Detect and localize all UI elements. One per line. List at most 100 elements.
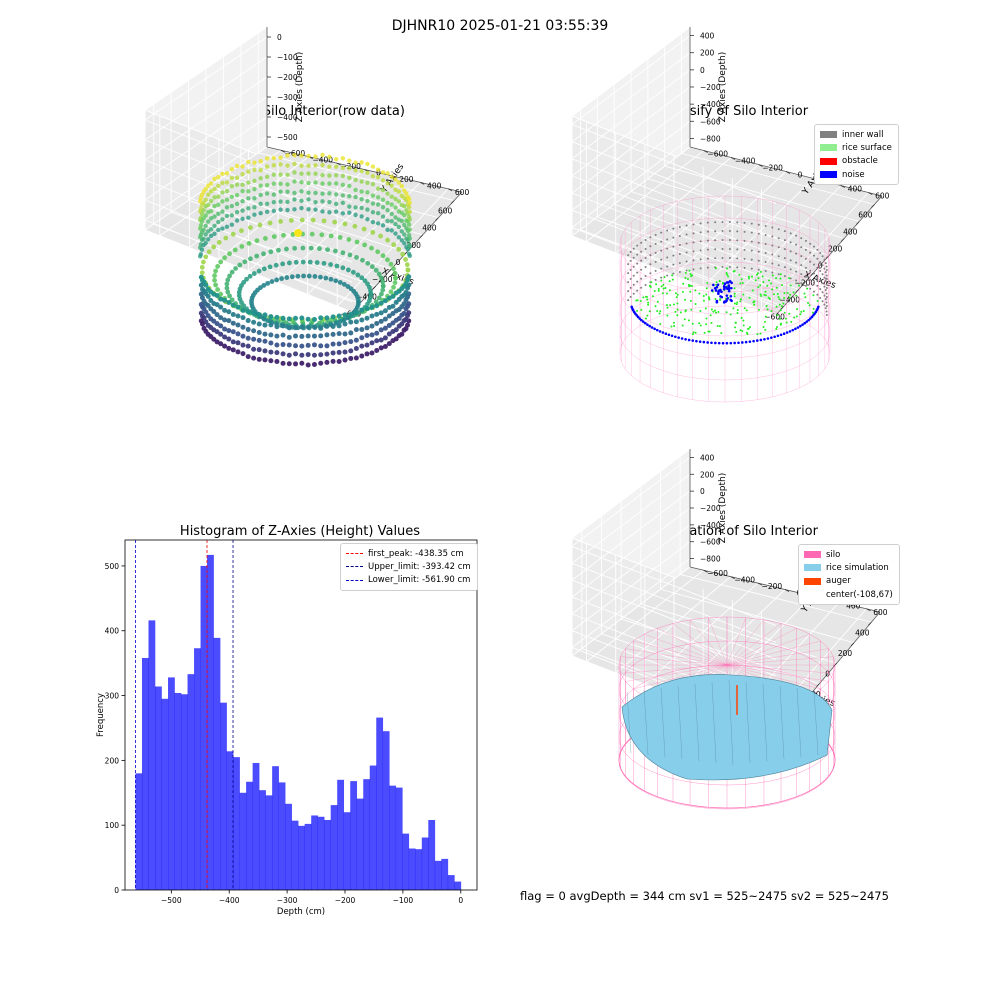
raw-wall-point <box>201 227 206 233</box>
sim-grid-z-side <box>571 546 777 626</box>
raw-front-point <box>374 320 380 326</box>
raw-x-tick-label: 200 <box>407 241 422 250</box>
cls-rice-surface-point <box>779 309 782 312</box>
cls-inner-wall-point <box>644 265 647 268</box>
cls-grid-y <box>586 150 704 242</box>
raw-front-point <box>382 298 388 304</box>
raw-front-point <box>245 309 251 315</box>
raw-wall-point <box>402 212 407 218</box>
cls-rice-surface-point <box>759 332 762 335</box>
cls-rice-surface-point <box>743 307 746 310</box>
cls-inner-wall-point <box>706 248 709 251</box>
raw-wall-point <box>271 192 277 197</box>
raw-wall-point <box>299 171 304 176</box>
cls-inner-wall-point <box>750 240 753 243</box>
raw-wall-point <box>340 211 346 216</box>
cls-inner-wall-point <box>685 269 688 272</box>
raw-front-point <box>393 290 399 296</box>
sim-grid-z-side <box>571 562 777 643</box>
raw-wall-point <box>203 197 208 202</box>
raw-wall-point <box>198 198 203 204</box>
raw-wall-point <box>220 199 225 204</box>
raw-surface-point <box>241 279 247 285</box>
sim-z-tick-label: 0 <box>700 487 705 496</box>
cls-rice-surface-point <box>639 299 642 302</box>
raw-surface-point <box>352 223 358 229</box>
histogram-bar <box>350 781 358 890</box>
raw-surface-point <box>350 269 356 275</box>
cls-rice-surface-point <box>710 322 713 325</box>
cls-inner-wall-point <box>804 239 807 242</box>
raw-front-point <box>353 319 359 325</box>
raw-z-tick-label: 0 <box>277 33 282 42</box>
cls-inner-wall-point <box>789 250 792 253</box>
cls-rice-surface-point <box>646 314 649 317</box>
raw-wall-point <box>353 168 358 173</box>
classify-legend-entry: noise <box>820 168 892 181</box>
raw-surface-point <box>257 222 263 228</box>
raw-front-point <box>198 301 204 307</box>
sim-silo-roof-wire <box>726 664 821 690</box>
cls-rice-surface-point <box>739 329 742 332</box>
raw-front-point <box>222 297 228 303</box>
cls-rice-surface-point <box>777 295 780 298</box>
cls-rice-surface-point <box>786 291 789 294</box>
cls-rice-surface-point <box>736 311 739 314</box>
cls-inner-wall-point <box>728 266 731 269</box>
raw-x-tick-label: 0 <box>396 258 401 267</box>
raw-wall-point <box>246 189 251 194</box>
cls-noise-point <box>684 337 687 341</box>
cls-x-tick <box>795 289 799 293</box>
cls-inner-wall-point <box>764 251 767 254</box>
cls-inner-wall-point <box>809 278 812 281</box>
sim-rice-surface <box>621 674 833 781</box>
raw-front-point <box>359 317 365 323</box>
raw-front-point <box>348 355 354 361</box>
cls-inner-wall-point <box>666 256 669 259</box>
raw-front-point <box>353 355 359 361</box>
raw-wall-point <box>320 191 325 196</box>
raw-surface-point <box>218 259 224 265</box>
cls-rice-surface-point <box>740 317 743 320</box>
cls-inner-wall-point <box>644 238 647 241</box>
raw-surface-point <box>251 271 257 276</box>
raw-surface-point <box>248 256 253 262</box>
raw-front-point <box>386 331 392 337</box>
sim-grid-z <box>571 541 691 632</box>
raw-wall-point <box>340 193 346 198</box>
raw-front-point <box>342 312 348 318</box>
cls-rice-surface-point <box>698 322 701 325</box>
cls-noise-point <box>714 289 718 292</box>
cls-rice-surface-point <box>689 299 692 302</box>
cls-inner-wall-point <box>771 235 774 238</box>
cls-rice-surface-point <box>757 308 760 311</box>
cls-noise-point <box>725 294 729 297</box>
raw-wall-point <box>252 167 257 173</box>
figure-title: DJHNR10 2025-01-21 03:55:39 <box>391 18 609 34</box>
raw-y-tick <box>336 162 341 166</box>
raw-front-point <box>382 335 388 341</box>
raw-front-point <box>336 323 342 329</box>
raw-front-point <box>382 308 388 314</box>
cls-inner-wall-point <box>750 267 753 270</box>
raw-front-point <box>342 321 348 327</box>
raw-wall-point <box>216 194 221 199</box>
cls-y-tick-label: −600 <box>707 150 728 159</box>
sim-rice-mesh <box>796 687 802 758</box>
raw-front-point <box>201 325 207 331</box>
cls-rice-surface-point <box>763 320 766 323</box>
cls-grid-z-side <box>571 175 777 256</box>
cls-rice-surface-point <box>741 281 744 284</box>
cls-rice-surface-point <box>762 280 765 283</box>
cls-inner-wall-point <box>736 266 739 269</box>
raw-surface-point <box>254 238 260 244</box>
histogram-legend-label: Upper_limit: -393.42 cm <box>368 561 471 572</box>
cls-rice-surface-point <box>812 307 815 310</box>
cls-inner-wall-point <box>825 301 828 304</box>
sim-silo-roof-wire <box>672 623 728 666</box>
cls-inner-wall-point <box>825 278 828 280</box>
cls-rice-surface-point <box>781 284 784 287</box>
cls-rice-surface-point <box>669 304 672 307</box>
cls-rice-surface-point <box>720 332 723 335</box>
raw-wall-point <box>278 189 283 194</box>
